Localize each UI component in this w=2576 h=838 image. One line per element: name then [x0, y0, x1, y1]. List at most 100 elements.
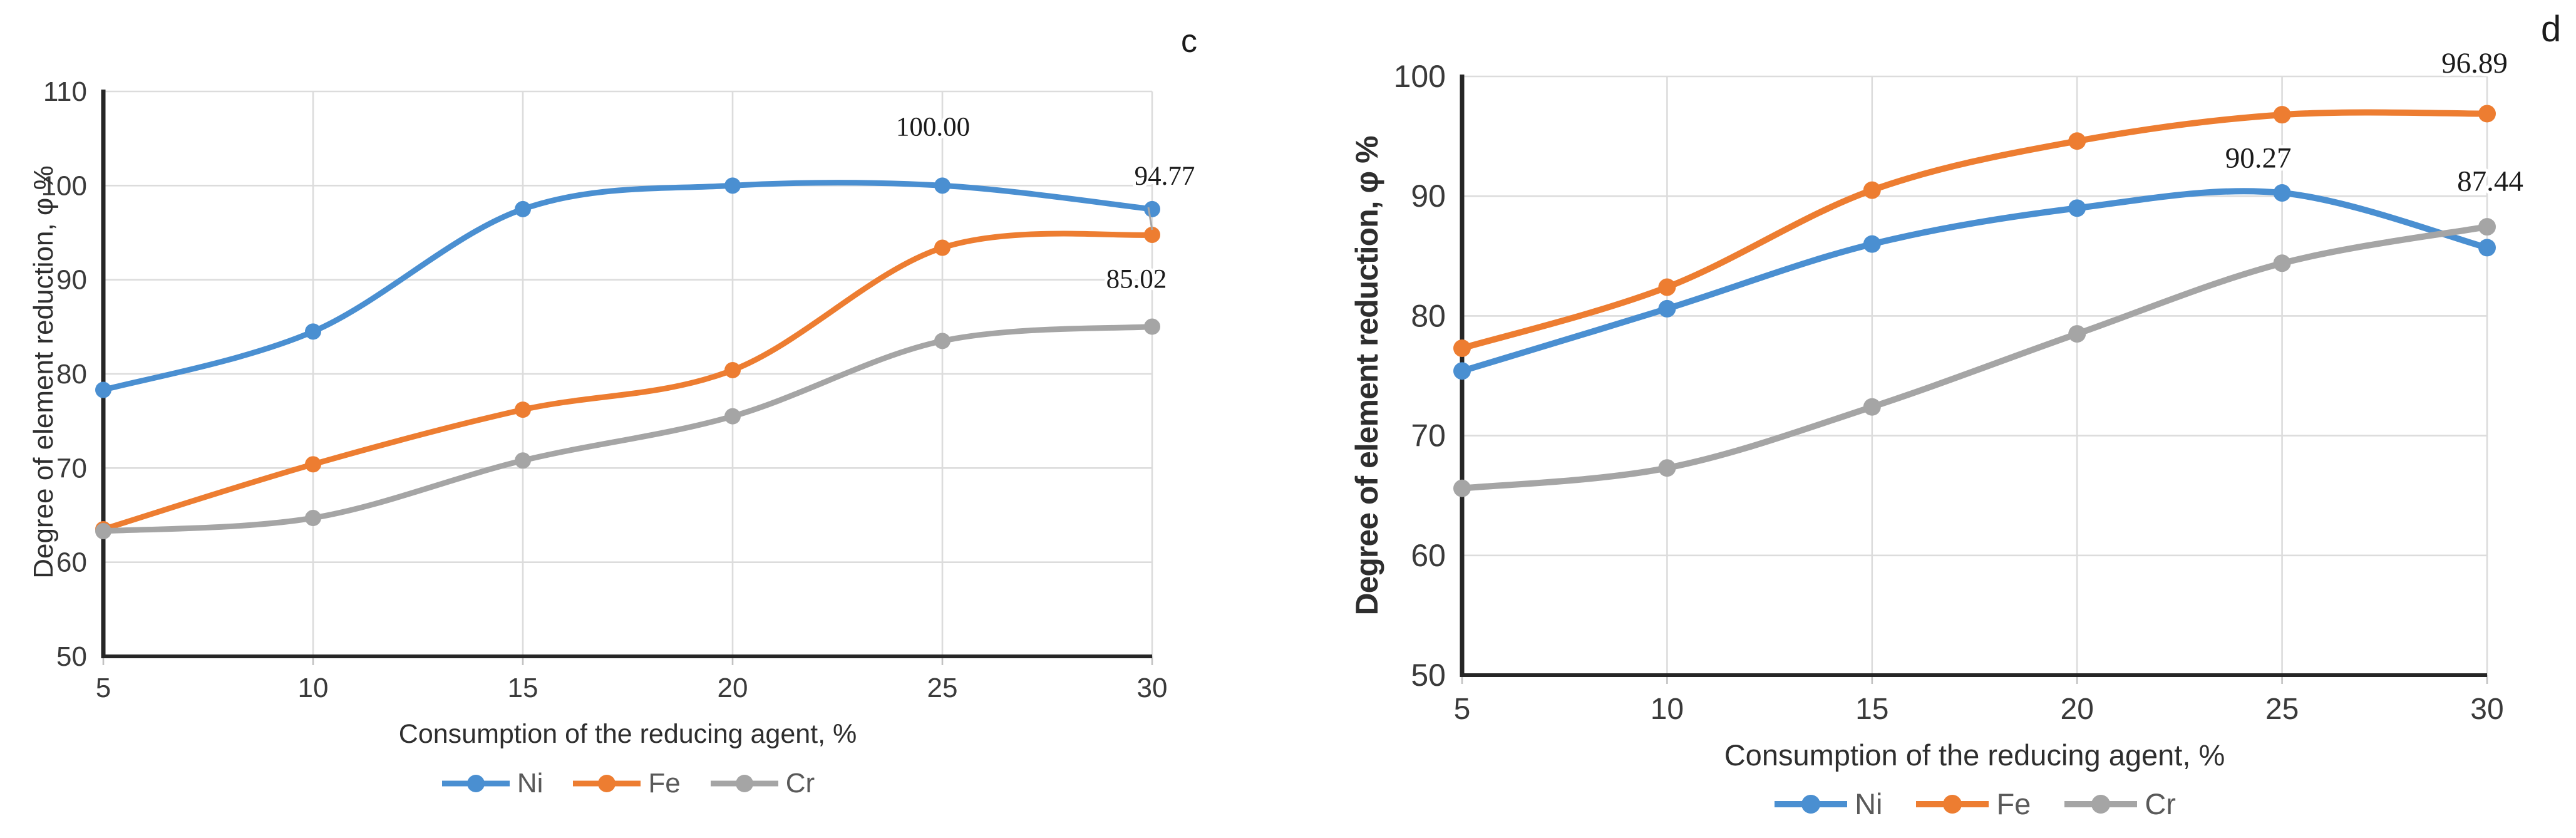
series-markers-ni-c	[95, 177, 1160, 398]
legend-label-ni: Ni	[1855, 787, 1883, 820]
data-point-fe	[1453, 339, 1471, 358]
data-point-cr	[305, 510, 321, 527]
data-point-fe	[1658, 278, 1676, 296]
y-tick-label: 100	[1394, 59, 1446, 94]
series-line-cr-d	[1459, 224, 2490, 492]
data-label-fe-30: 94.77	[1135, 162, 1195, 191]
legend-item-ni: Ni	[1773, 787, 1882, 821]
y-tick-label: 70	[1411, 418, 1446, 453]
series-line-fe-c	[100, 230, 1155, 532]
cr-line-marker-icon	[2064, 794, 2138, 814]
y-tick-label: 50	[1411, 658, 1446, 693]
y-tick-label: 60	[1411, 538, 1446, 573]
series-markers-fe-c	[95, 226, 1160, 538]
y-tick-label: 100	[41, 170, 87, 201]
data-point-cr	[2478, 218, 2496, 236]
chart-panel-c: 50 60 70 80 90 100 110 5 10 15 20 25 30 100.00 94.77 85…	[41, 76, 1198, 703]
data-point-cr	[1863, 398, 1881, 416]
y-tick-labels-c: 50 60 70 80 90 100 110	[41, 76, 87, 672]
data-label-cr-30: 85.02	[1106, 265, 1167, 294]
y-tick-label: 60	[56, 547, 87, 578]
y-axis-title-c: Degree of element reduction, φ %	[28, 165, 59, 579]
y-axis-title-d: Degree of element reduction, φ %	[1349, 136, 1384, 616]
data-label-ni-25: 100.00	[896, 112, 970, 142]
y-tick-label: 50	[56, 641, 87, 672]
gridlines-d	[1461, 75, 2488, 684]
x-tick-labels-c: 5 10 15 20 25 30	[96, 673, 1168, 703]
x-tick-label: 20	[2061, 693, 2094, 726]
x-tick-label: 25	[2265, 693, 2299, 726]
y-tick-label: 80	[1411, 298, 1446, 333]
data-point-ni	[2068, 199, 2086, 217]
series-line-ni-d	[1459, 188, 2490, 375]
data-point-cr	[1658, 459, 1676, 477]
x-tick-label: 15	[1855, 693, 1888, 726]
y-tick-label: 110	[43, 76, 87, 107]
x-axis-title-d: Consumption of the reducing agent, %	[1724, 738, 2225, 772]
ni-line-marker-icon	[441, 775, 510, 792]
x-tick-label: 5	[96, 673, 111, 703]
data-point-ni	[1863, 235, 1881, 253]
x-tick-label: 10	[1651, 693, 1684, 726]
chart-panel-d: 50 60 70 80 90 100 5 10 15 20 25 30 96.89 90.27 87.44	[1394, 44, 2527, 726]
data-label-fe-30: 96.89	[2441, 47, 2508, 80]
data-point-ni	[2273, 184, 2291, 202]
data-point-fe	[2068, 132, 2086, 150]
legend-label-ni: Ni	[517, 768, 544, 799]
legend-label-cr: Cr	[785, 768, 815, 799]
data-label-ni-25: 90.27	[2225, 142, 2292, 174]
series-markers-ni-d	[1453, 184, 2496, 380]
data-point-ni	[1144, 200, 1160, 217]
series-line-fe-d	[1459, 109, 2490, 351]
legend-label-fe: Fe	[648, 768, 681, 799]
gridlines-c	[102, 90, 1153, 665]
data-point-fe	[515, 401, 531, 418]
y-tick-label: 90	[1411, 178, 1446, 214]
data-point-cr	[95, 523, 111, 540]
data-point-ni	[305, 323, 321, 340]
ni-line-marker-icon	[1775, 794, 1848, 814]
data-point-ni	[1658, 299, 1676, 318]
legend-item-fe: Fe	[1915, 787, 2031, 821]
fe-line-marker-icon	[573, 775, 641, 792]
data-point-fe	[1144, 226, 1160, 243]
x-tick-label: 20	[718, 673, 748, 703]
data-point-fe	[2478, 105, 2496, 123]
series-markers-cr-c	[95, 318, 1160, 540]
legend-item-ni: Ni	[441, 768, 544, 799]
data-point-fe	[1863, 181, 1881, 199]
x-tick-label: 25	[927, 673, 958, 703]
data-point-cr	[2273, 254, 2291, 272]
x-tick-labels-d: 5 10 15 20 25 30	[1454, 693, 2504, 726]
x-axis-title-c: Consumption of the reducing agent, %	[398, 719, 857, 749]
y-tick-labels-d: 50 60 70 80 90 100	[1394, 59, 1446, 693]
data-point-fe	[934, 239, 951, 256]
x-tick-label: 30	[1137, 673, 1168, 703]
legend-item-cr: Cr	[2063, 787, 2176, 821]
data-point-ni	[1453, 362, 1471, 380]
legend-label-cr: Cr	[2145, 787, 2176, 820]
data-point-ni	[934, 177, 951, 194]
legend-c: Ni Fe Cr	[103, 768, 1152, 799]
data-point-ni	[515, 200, 531, 217]
legend-item-cr: Cr	[709, 768, 815, 799]
data-point-cr	[1453, 479, 1471, 497]
x-tick-label: 15	[508, 673, 538, 703]
data-point-cr	[2068, 325, 2086, 343]
data-point-cr	[724, 408, 741, 425]
legend-d: Ni Fe Cr	[1462, 787, 2487, 821]
data-labels-d: 96.89 90.27 87.44	[2222, 44, 2527, 201]
series-markers-fe-d	[1453, 105, 2496, 358]
data-point-cr	[1144, 318, 1160, 335]
legend-item-fe: Fe	[572, 768, 681, 799]
data-point-cr	[934, 333, 951, 349]
series-line-ni-c	[100, 180, 1155, 393]
cr-line-marker-icon	[710, 775, 778, 792]
data-point-fe	[305, 456, 321, 473]
y-tick-label: 70	[56, 453, 87, 484]
label-leader-line	[1147, 207, 1153, 230]
data-point-fe	[724, 361, 741, 378]
x-tick-label: 10	[298, 673, 329, 703]
